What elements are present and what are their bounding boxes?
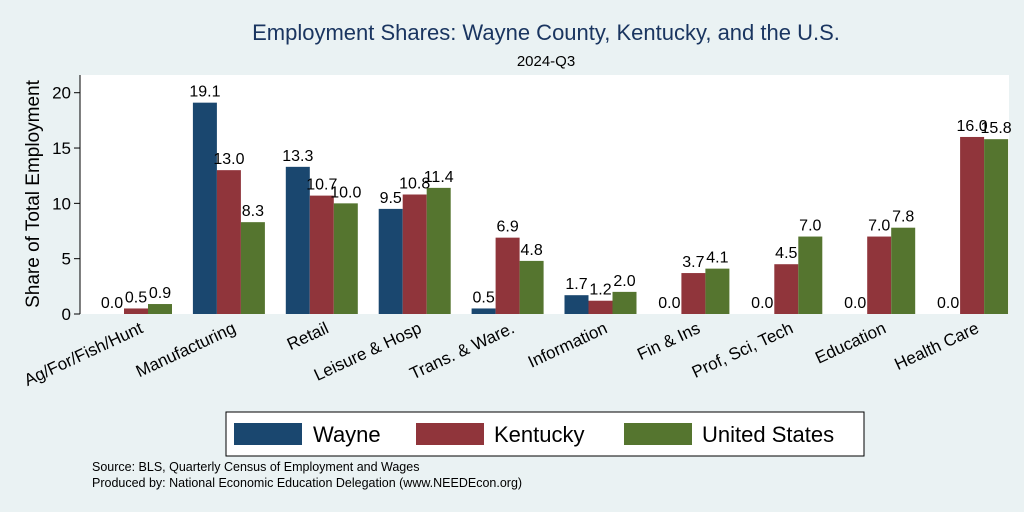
bar-wayne — [471, 308, 496, 314]
legend-label-united-states: United States — [702, 422, 834, 447]
y-tick-label: 5 — [62, 250, 71, 269]
data-label: 0.5 — [472, 289, 494, 306]
bar-wayne — [192, 102, 217, 314]
category-label: Trans. & Ware. — [407, 318, 517, 383]
category-label: Manufacturing — [133, 318, 239, 381]
category-label: Fin & Ins — [634, 318, 703, 364]
data-label: 0.0 — [751, 295, 773, 312]
category-label: Prof, Sci, Tech — [689, 318, 796, 381]
bar-kentucky — [124, 308, 148, 314]
legend-box — [225, 411, 865, 457]
data-label: 0.0 — [101, 295, 123, 312]
data-label: 7.8 — [892, 209, 914, 226]
data-label: 7.0 — [868, 218, 890, 235]
bar-united-states — [519, 260, 544, 314]
legend-swatch-wayne — [234, 423, 302, 445]
bar-kentucky — [309, 195, 334, 314]
data-label: 4.1 — [706, 250, 728, 267]
data-label: 4.8 — [520, 242, 542, 259]
bar-united-states — [333, 203, 358, 314]
legend-label-wayne: Wayne — [313, 422, 381, 447]
data-label: 4.5 — [775, 245, 797, 262]
bar-wayne — [285, 166, 310, 314]
data-label: 2.0 — [613, 273, 635, 290]
data-label: 15.8 — [981, 120, 1012, 137]
bar-united-states — [612, 291, 637, 314]
legend-swatch-kentucky — [416, 423, 484, 445]
data-label: 7.0 — [799, 218, 821, 235]
y-axis-label: Share of Total Employment — [23, 79, 44, 307]
bar-wayne — [564, 295, 589, 314]
bar-kentucky — [495, 237, 520, 314]
y-tick-label: 20 — [52, 84, 71, 103]
y-ticks: 0 5 10 15 20 — [52, 84, 80, 324]
bar-united-states — [705, 268, 730, 314]
data-label: 10.0 — [330, 184, 361, 201]
chart-title: Employment Shares: Wayne County, Kentuck… — [252, 20, 840, 45]
data-label: 0.5 — [125, 289, 147, 306]
data-label: 1.2 — [589, 282, 611, 299]
legend-swatch-united-states — [624, 423, 692, 445]
legend: Wayne Kentucky United States — [225, 411, 865, 457]
bar-united-states — [426, 187, 451, 314]
data-label: 19.1 — [189, 84, 220, 101]
data-label: 13.0 — [213, 151, 244, 168]
bar-kentucky — [402, 194, 427, 314]
category-label: Education — [812, 318, 889, 367]
data-label: 11.4 — [424, 169, 454, 186]
y-tick-label: 0 — [62, 305, 71, 324]
bar-kentucky — [960, 136, 985, 314]
bar-united-states — [798, 236, 823, 314]
data-label: 0.9 — [149, 285, 171, 302]
y-tick-label: 10 — [52, 194, 71, 213]
bar-kentucky — [681, 273, 706, 314]
data-label: 0.0 — [658, 295, 680, 312]
category-label: Ag/For/Fish/Hunt — [21, 318, 146, 390]
data-label: 16.0 — [957, 118, 988, 135]
data-label: 8.3 — [242, 203, 264, 220]
category-label: Information — [525, 318, 610, 371]
legend-label-kentucky: Kentucky — [494, 422, 585, 447]
category-label: Health Care — [892, 318, 982, 374]
chart-subtitle: 2024-Q3 — [517, 53, 575, 70]
bar-kentucky — [867, 236, 892, 314]
produced-note: Produced by: National Economic Education… — [92, 476, 522, 490]
data-label: 6.9 — [496, 219, 518, 236]
data-label: 0.0 — [937, 295, 959, 312]
data-label: 10.8 — [399, 176, 430, 193]
bar-united-states — [148, 304, 172, 314]
bar-kentucky — [774, 264, 799, 314]
data-label: 3.7 — [682, 254, 704, 271]
bars — [124, 102, 1009, 314]
y-tick-label: 15 — [52, 139, 71, 158]
data-label: 0.0 — [844, 295, 866, 312]
category-label: Retail — [284, 318, 331, 354]
source-note: Source: BLS, Quarterly Census of Employm… — [92, 460, 419, 474]
data-label: 10.7 — [306, 177, 337, 194]
data-labels: 0.0 0.5 0.919.113.08.313.310.710.0 9.510.81… — [101, 84, 1012, 312]
bar-kentucky — [588, 300, 613, 314]
bar-united-states — [891, 227, 916, 314]
data-label: 9.5 — [380, 190, 402, 207]
data-label: 1.7 — [565, 276, 587, 293]
data-label: 13.3 — [282, 148, 313, 165]
bar-united-states — [240, 222, 265, 314]
bar-united-states — [984, 139, 1009, 314]
bar-wayne — [378, 208, 403, 314]
bar-kentucky — [216, 170, 241, 314]
